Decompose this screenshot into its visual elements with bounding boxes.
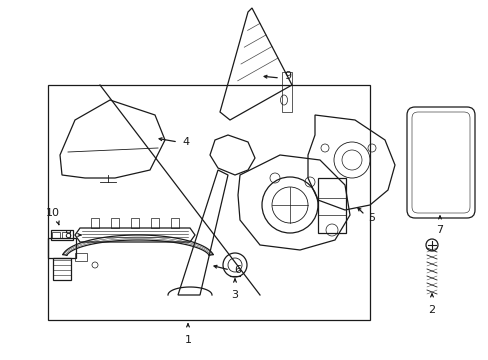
- Text: 10: 10: [46, 208, 60, 218]
- Bar: [62, 232, 70, 238]
- Bar: [75, 253, 87, 261]
- Bar: [151, 218, 159, 228]
- Text: 9: 9: [284, 71, 290, 81]
- Text: 2: 2: [427, 305, 435, 315]
- Bar: [171, 218, 179, 228]
- Text: 8: 8: [64, 230, 71, 240]
- Text: 7: 7: [436, 225, 443, 235]
- Bar: [48, 85, 369, 320]
- Text: 3: 3: [231, 290, 238, 300]
- Text: 1: 1: [184, 335, 191, 345]
- Bar: [53, 258, 71, 280]
- Bar: [111, 218, 119, 228]
- Bar: [91, 218, 99, 228]
- Text: 4: 4: [182, 137, 189, 147]
- Bar: [282, 72, 291, 112]
- Text: 6: 6: [234, 265, 241, 275]
- Bar: [131, 218, 139, 228]
- Bar: [48, 238, 76, 258]
- Bar: [51, 230, 73, 240]
- Text: 5: 5: [367, 213, 374, 223]
- Bar: [317, 178, 346, 233]
- Bar: [52, 232, 60, 238]
